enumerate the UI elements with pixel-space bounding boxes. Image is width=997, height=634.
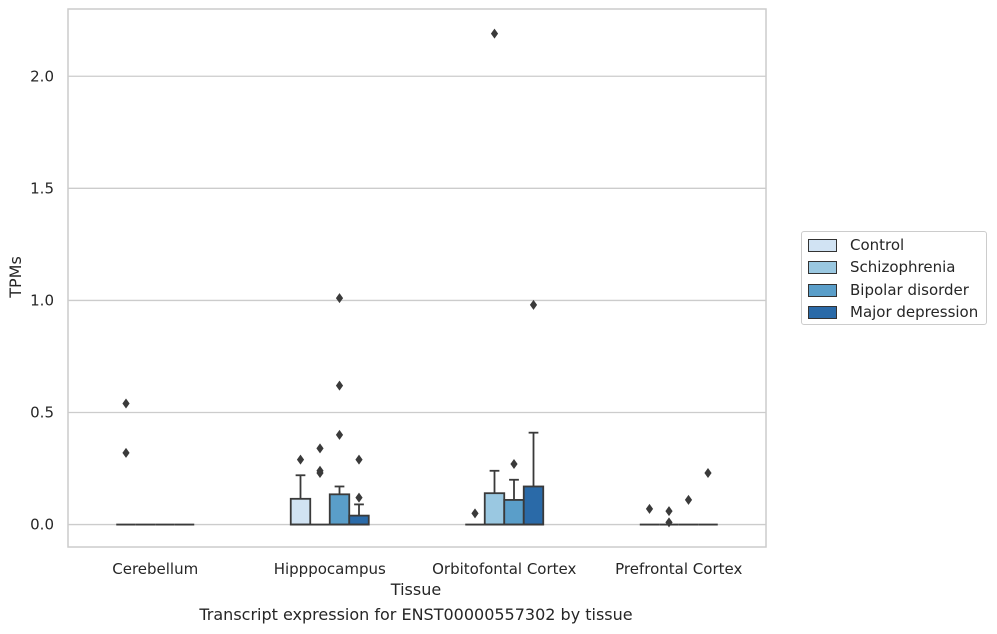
box-group (659, 506, 679, 528)
outlier-point (296, 454, 305, 465)
y-axis-label: TPMs (6, 256, 25, 299)
y-tick-label: 0.5 (30, 404, 54, 422)
outlier-point (645, 503, 654, 514)
box (503, 499, 525, 526)
legend-label-schizophrenia: Schizophrenia (850, 258, 956, 276)
box (522, 485, 545, 526)
y-tick-label: 2.0 (30, 67, 54, 85)
box (348, 514, 370, 526)
y-axis-ticks: 0.0 0.5 1.0 1.5 2.0 (30, 67, 54, 533)
outlier-point (665, 506, 673, 517)
outlier-point (316, 443, 324, 454)
outlier-point (471, 508, 479, 519)
legend-item-control: Control (808, 235, 904, 255)
box-group (289, 454, 312, 526)
outlier-point (665, 517, 673, 528)
x-tick-label: Hipppocampus (274, 560, 386, 578)
outlier-point (122, 398, 130, 409)
legend: Control Schizophrenia Bipolar disorder M… (801, 231, 987, 325)
y-tick-label: 1.0 (30, 291, 54, 309)
y-tick-label: 0.0 (30, 516, 54, 534)
legend-swatch-bipolar-disorder (808, 283, 837, 297)
box-group (698, 468, 718, 526)
outlier-point (355, 454, 363, 465)
plot-frame (67, 8, 767, 548)
x-axis-ticks: Cerebellum Hipppocampus Orbitofontal Corte… (112, 560, 742, 578)
legend-swatch-control (808, 238, 837, 252)
gridlines (68, 75, 766, 526)
box-group (639, 503, 660, 526)
x-axis-label: Tissue (390, 580, 441, 599)
box-group (465, 508, 485, 526)
box-group (328, 293, 351, 526)
outlier-point (684, 494, 693, 505)
x-tick-label: Cerebellum (112, 560, 198, 578)
box (483, 492, 506, 526)
outlier-point (335, 380, 344, 391)
x-tick-label: Orbitofontal Cortex (432, 560, 576, 578)
outlier-point (704, 468, 712, 479)
y-tick-label: 1.5 (30, 179, 54, 197)
chart-caption: Transcript expression for ENST0000055730… (199, 605, 633, 624)
outlier-point (335, 293, 344, 304)
legend-item-schizophrenia: Schizophrenia (808, 257, 955, 277)
outlier-point (122, 447, 130, 458)
outlier-point (510, 459, 518, 470)
box-group (116, 398, 136, 526)
box-group (678, 494, 699, 526)
outlier-point (490, 28, 499, 39)
box-group (503, 459, 525, 526)
legend-swatch-schizophrenia (808, 260, 837, 274)
box-group (483, 28, 506, 526)
legend-label-major-depression: Major depression (850, 303, 979, 321)
box-group (522, 299, 545, 526)
box (328, 493, 351, 526)
legend-item-bipolar-disorder: Bipolar disorder (808, 280, 969, 300)
legend-label-bipolar-disorder: Bipolar disorder (850, 281, 969, 299)
outlier-point (335, 429, 344, 440)
box-plot-series (116, 28, 718, 528)
legend-label-control: Control (850, 236, 905, 254)
legend-swatch-major-depression (808, 305, 837, 319)
outlier-point (316, 468, 324, 479)
outlier-point (355, 492, 363, 503)
legend-item-major-depression: Major depression (808, 302, 978, 322)
x-tick-label: Prefrontal Cortex (615, 560, 742, 578)
box (289, 497, 312, 526)
box-group (348, 454, 370, 526)
box-group (310, 443, 330, 526)
outlier-point (529, 299, 538, 310)
